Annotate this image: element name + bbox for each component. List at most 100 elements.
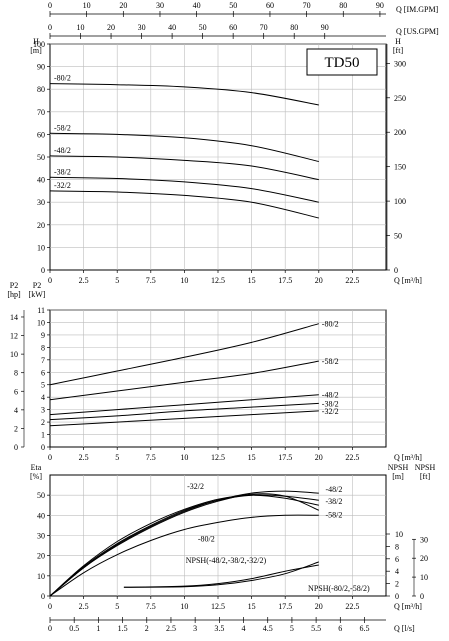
ls-tick-label: 6	[338, 624, 342, 633]
eta-chart-x-tick-label: 5	[115, 602, 119, 611]
power-chart-y-tick-label: 4	[41, 393, 45, 402]
head-curve-label: -58/2	[54, 123, 71, 132]
eta-curve-label: -38/2	[326, 497, 343, 506]
eta-chart-x-tick-label: 17.5	[278, 602, 292, 611]
head-chart-x-tick-label: 5	[115, 276, 119, 285]
power-chart-x-tick-label: 22.5	[345, 453, 359, 462]
power-chart-x-title: Q [m³/h]	[394, 453, 422, 462]
ls-tick-label: 1	[96, 624, 100, 633]
npsh-m-tick-label: 8	[395, 542, 399, 551]
head-chart-x-tick-label: 15	[248, 276, 256, 285]
eta-curve-58-2	[49, 493, 319, 597]
eta-chart-x-tick-label: 7.5	[146, 602, 156, 611]
power-chart-x-tick-label: 15	[248, 453, 256, 462]
ls-tick-label: 0	[48, 624, 52, 633]
power-chart-y-tick-label: 5	[41, 381, 45, 390]
us-gpm-tick-label: 50	[199, 23, 207, 32]
head-ft-tick-label: 300	[394, 59, 406, 68]
head-chart-y-tick-label: 80	[37, 85, 45, 94]
head-ft-tick-label: 200	[394, 128, 406, 137]
eta-chart-x-tick-label: 22.5	[345, 602, 359, 611]
power-curve-38-2	[49, 402, 319, 421]
eta-curve-label: -58/2	[326, 510, 343, 519]
power-hp-tick-label: 0	[14, 443, 18, 452]
power-curve-58-2	[49, 360, 319, 401]
eta-curve-80-2	[49, 514, 319, 597]
power-chart-x-tick-label: 12.5	[211, 453, 225, 462]
power-curve-32-2	[49, 410, 319, 427]
power-chart-x-tick-label: 0	[48, 453, 52, 462]
head-chart-y-tick-label: 70	[37, 108, 45, 117]
eta-chart-x-tick-label: 12.5	[211, 602, 225, 611]
eta-chart-y-tick-label: 50	[37, 491, 45, 500]
eta-curve-npsh	[123, 564, 319, 588]
ls-tick-label: 5.5	[311, 624, 321, 633]
ls-tick-label: 4.5	[263, 624, 273, 633]
us-gpm-tick-label: 80	[290, 23, 298, 32]
imp-gpm-tick-label: 90	[376, 1, 384, 10]
power-hp-tick-label: 4	[14, 406, 18, 415]
head-curve-label: -80/2	[54, 74, 71, 83]
ls-tick-label: 2	[145, 624, 149, 633]
head-chart-x-tick-label: 2.5	[79, 276, 89, 285]
head-chart-x-tick-label: 12.5	[211, 276, 225, 285]
power-curve-48-2	[49, 394, 319, 416]
eta-chart-x-tick-label: 20	[315, 602, 323, 611]
power-curve-80-2	[49, 323, 319, 386]
model-label: TD50	[325, 55, 360, 71]
power-chart-y-tick-label: 3	[41, 406, 45, 415]
eta-chart-y-tick-label: 0	[41, 592, 45, 601]
us-gpm-tick-label: 10	[77, 23, 85, 32]
power-chart-x-tick-label: 5	[115, 453, 119, 462]
head-chart-y-tick-label: 20	[37, 221, 45, 230]
head-m-title: H [m]	[30, 37, 42, 55]
power-chart-y-tick-label: 9	[41, 331, 45, 340]
head-chart-x-tick-label: 10	[180, 276, 188, 285]
power-hp-tick-label: 8	[14, 369, 18, 378]
npsh-m-tick-label: 6	[395, 555, 399, 564]
head-chart-x-tick-label: 22.5	[345, 276, 359, 285]
eta-curve-npsh	[123, 561, 319, 588]
npsh-label: NPSH(-80/2,-58/2)	[308, 584, 370, 593]
power-hp-tick-label: 2	[14, 424, 18, 433]
ls-tick-label: 5	[290, 624, 294, 633]
head-curve-label: -32/2	[54, 181, 71, 190]
eta-curve-label: -32/2	[187, 482, 204, 491]
eta-curve-label: -80/2	[198, 535, 215, 544]
power-chart-x-tick-label: 20	[315, 453, 323, 462]
head-chart-y-tick-label: 60	[37, 130, 45, 139]
imp-gpm-tick-label: 10	[83, 1, 91, 10]
head-curve-58-2	[49, 132, 319, 162]
imp-gpm-tick-label: 80	[339, 1, 347, 10]
power-chart-x-tick-label: 2.5	[79, 453, 89, 462]
eta-chart-x-tick-label: 0	[48, 602, 52, 611]
head-chart-y-tick-label: 30	[37, 198, 45, 207]
eta-chart-y-tick-label: 10	[37, 572, 45, 581]
head-ft-tick-label: 50	[394, 232, 402, 241]
power-chart-y-tick-label: 1	[41, 431, 45, 440]
head-curve-80-2	[49, 83, 319, 106]
head-chart-y-tick-label: 40	[37, 176, 45, 185]
power-hp-tick-label: 12	[10, 332, 18, 341]
us-gpm-tick-label: 30	[138, 23, 146, 32]
head-chart-x-tick-label: 7.5	[146, 276, 156, 285]
eta-chart-y-tick-label: 30	[37, 532, 45, 541]
power-curve-label: -80/2	[322, 320, 339, 329]
head-curve-38-2	[49, 176, 319, 203]
power-chart-x-tick-label: 7.5	[146, 453, 156, 462]
us-gpm-tick-label: 60	[229, 23, 237, 32]
head-ft-tick-label: 0	[394, 266, 398, 275]
eta-chart-x-tick-label: 2.5	[79, 602, 89, 611]
power-chart-x-tick-label: 17.5	[278, 453, 292, 462]
us-gpm-tick-label: 40	[168, 23, 176, 32]
npsh-label: NPSH(-48/2,-38/2,-32/2)	[186, 556, 267, 565]
head-curve-48-2	[49, 155, 319, 181]
power-curve-label: -32/2	[322, 407, 339, 416]
imp-gpm-tick-label: 60	[266, 1, 274, 10]
us-gpm-tick-label: 20	[107, 23, 115, 32]
eta-chart-y-tick-label: 20	[37, 552, 45, 561]
model-label-box	[306, 48, 378, 76]
power-hp-tick-label: 14	[10, 313, 18, 322]
